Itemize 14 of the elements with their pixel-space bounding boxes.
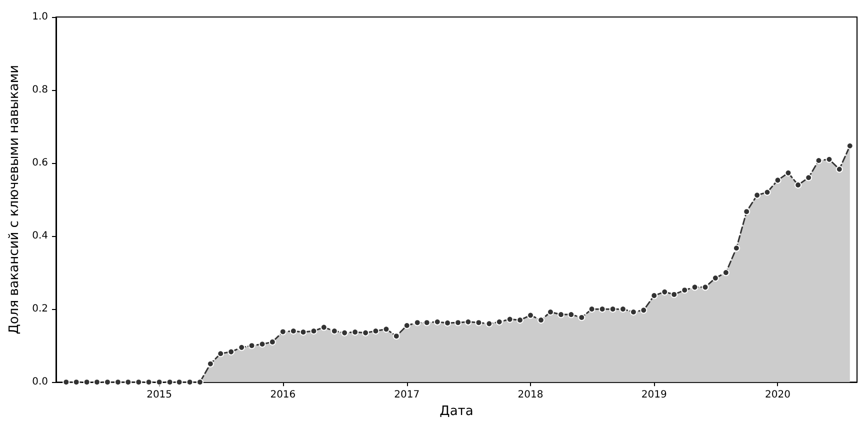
x-tick-label: 2018 xyxy=(518,390,544,401)
x-axis-title: Дата xyxy=(440,404,474,419)
x-tick-label: 2017 xyxy=(394,390,420,401)
y-tick-label: 1.0 xyxy=(32,12,48,22)
x-tick-label: 2015 xyxy=(146,390,172,401)
y-tick-label: 0.6 xyxy=(32,158,48,169)
y-tick-label: 0.2 xyxy=(32,304,48,315)
x-tick-label: 2019 xyxy=(641,390,667,401)
x-tick-label: 2020 xyxy=(765,390,790,401)
y-tick-label: 0.4 xyxy=(32,230,48,242)
x-tick-label: 2016 xyxy=(270,390,296,401)
y-axis-title: Доля вакансий с ключевыми навыками xyxy=(7,64,22,334)
y-tick-label: 0.0 xyxy=(32,376,48,388)
y-tick-label: 0.8 xyxy=(32,84,48,96)
